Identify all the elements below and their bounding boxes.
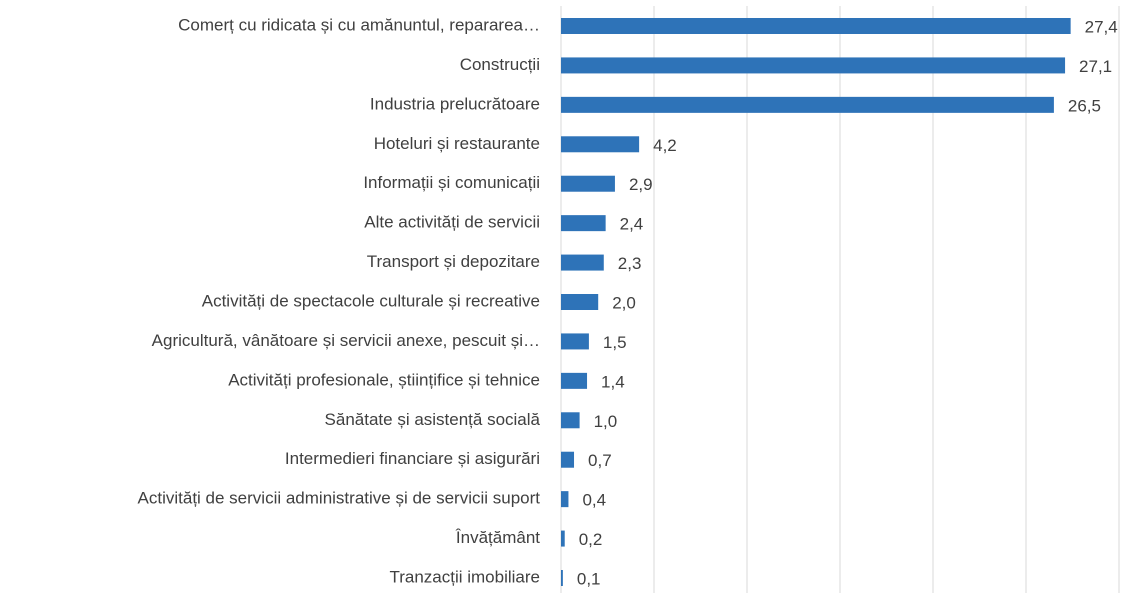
data-label: 1,4 bbox=[601, 372, 625, 391]
bar bbox=[561, 451, 575, 468]
bar bbox=[561, 18, 1071, 34]
bar bbox=[561, 333, 589, 350]
bar bbox=[561, 136, 640, 153]
y-tick-label: Activități de servicii administrative și… bbox=[138, 489, 541, 508]
bar bbox=[561, 294, 599, 310]
y-tick-label: Informații și comunicații bbox=[363, 173, 540, 192]
bar bbox=[561, 530, 565, 547]
data-label: 26,5 bbox=[1068, 96, 1101, 115]
data-label: 0,7 bbox=[588, 451, 612, 470]
y-tick-label: Construcții bbox=[460, 55, 540, 74]
y-tick-label: Hoteluri și restaurante bbox=[374, 134, 540, 153]
bar bbox=[561, 412, 580, 429]
data-label: 0,1 bbox=[577, 569, 601, 588]
data-label: 1,0 bbox=[594, 412, 618, 431]
data-label: 0,4 bbox=[582, 491, 606, 510]
y-tick-label: Activități de spectacole culturale și re… bbox=[202, 291, 540, 310]
data-label: 2,9 bbox=[629, 175, 653, 194]
y-tick-label: Activități profesionale, științifice și … bbox=[228, 370, 540, 389]
data-label: 1,5 bbox=[603, 333, 627, 352]
y-tick-label: Transport și depozitare bbox=[367, 252, 540, 271]
y-tick-label: Tranzacții imobiliare bbox=[389, 567, 540, 586]
y-tick-label: Intermedieri financiare și asigurări bbox=[285, 449, 540, 468]
bar bbox=[561, 491, 569, 508]
bar bbox=[561, 96, 1054, 113]
data-label: 27,1 bbox=[1079, 57, 1112, 76]
data-label: 2,0 bbox=[612, 293, 636, 312]
y-tick-label: Învățământ bbox=[455, 528, 540, 547]
data-label: 0,2 bbox=[579, 530, 603, 549]
y-tick-label: Alte activități de servicii bbox=[364, 213, 540, 232]
bar bbox=[561, 254, 604, 271]
y-tick-label: Industria prelucrătoare bbox=[370, 94, 540, 113]
y-tick-label: Agricultură, vânătoare și servicii anexe… bbox=[152, 331, 540, 350]
data-label: 27,4 bbox=[1085, 17, 1118, 36]
bar bbox=[561, 570, 563, 586]
bar bbox=[561, 215, 606, 232]
data-label: 4,2 bbox=[653, 136, 677, 155]
y-tick-label: Comerț cu ridicata și cu amănuntul, repa… bbox=[178, 15, 540, 34]
data-label: 2,4 bbox=[620, 215, 644, 234]
y-tick-label: Sănătate și asistență socială bbox=[325, 410, 541, 429]
bar bbox=[561, 372, 588, 389]
data-label: 2,3 bbox=[618, 254, 642, 273]
bar bbox=[561, 175, 615, 192]
bar bbox=[561, 57, 1066, 74]
